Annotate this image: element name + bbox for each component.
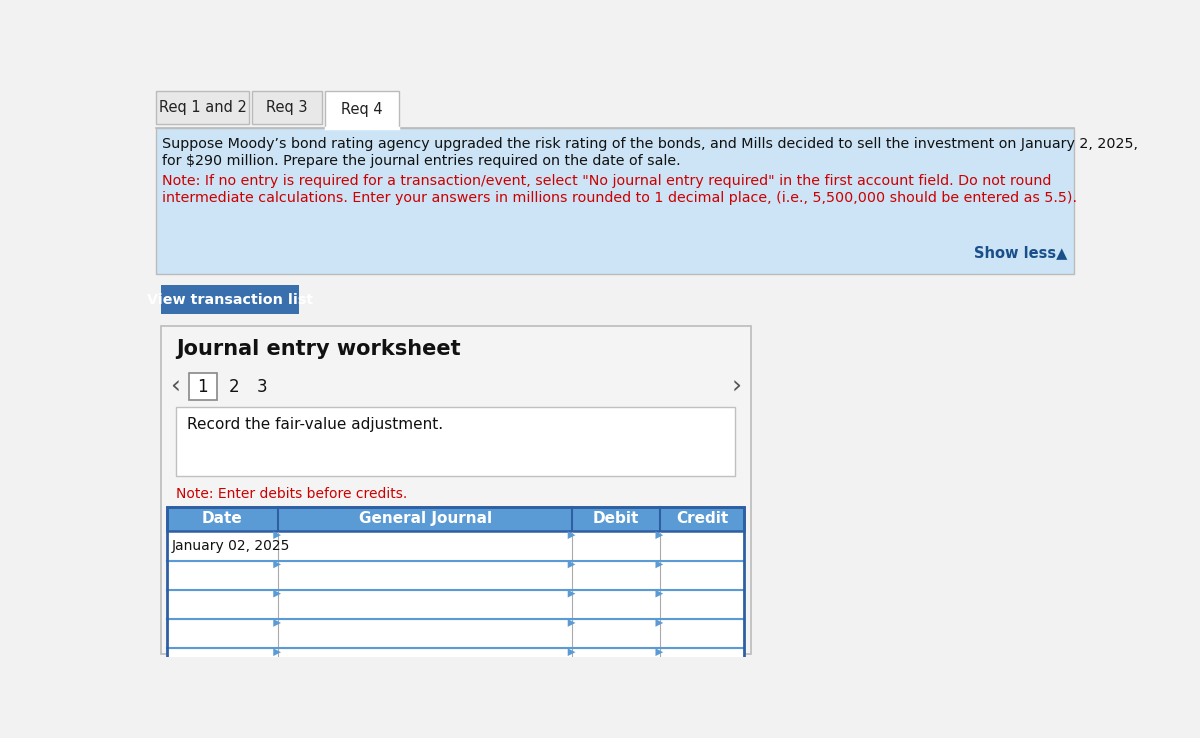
- Text: January 02, 2025: January 02, 2025: [172, 539, 290, 553]
- Bar: [161, 326, 751, 654]
- Text: Req 1 and 2: Req 1 and 2: [158, 100, 247, 115]
- Bar: [176, 407, 736, 476]
- Polygon shape: [655, 561, 664, 568]
- Bar: [325, 91, 398, 128]
- Polygon shape: [274, 590, 281, 598]
- Text: Journal entry worksheet: Journal entry worksheet: [176, 339, 461, 359]
- Polygon shape: [568, 561, 576, 568]
- Polygon shape: [568, 619, 576, 627]
- Text: ›: ›: [732, 375, 742, 399]
- Bar: [188, 373, 217, 401]
- Text: General Journal: General Journal: [359, 511, 492, 526]
- Text: Suppose Moody’s bond rating agency upgraded the risk rating of the bonds, and Mi: Suppose Moody’s bond rating agency upgra…: [162, 137, 1139, 151]
- Text: Debit: Debit: [593, 511, 640, 526]
- Polygon shape: [568, 590, 576, 598]
- Text: Req 4: Req 4: [341, 102, 383, 117]
- Polygon shape: [274, 619, 281, 627]
- Text: View transaction list: View transaction list: [146, 292, 313, 306]
- Text: Req 3: Req 3: [266, 100, 308, 115]
- Bar: [167, 649, 744, 677]
- Text: 2: 2: [228, 378, 239, 396]
- Polygon shape: [274, 531, 281, 539]
- Bar: [167, 590, 744, 619]
- Text: Note: If no entry is required for a transaction/event, select "No journal entry : Note: If no entry is required for a tran…: [162, 174, 1051, 188]
- Text: Credit: Credit: [676, 511, 728, 526]
- Text: for $290 million. Prepare the journal entries required on the date of sale.: for $290 million. Prepare the journal en…: [162, 154, 682, 168]
- Bar: [167, 619, 744, 649]
- Bar: [161, 285, 299, 314]
- Text: ‹: ‹: [170, 375, 180, 399]
- Bar: [167, 507, 744, 677]
- Polygon shape: [655, 649, 664, 656]
- Polygon shape: [568, 531, 576, 539]
- Text: Note: Enter debits before credits.: Note: Enter debits before credits.: [176, 486, 408, 500]
- Bar: [167, 507, 744, 531]
- Polygon shape: [655, 619, 664, 627]
- Polygon shape: [274, 561, 281, 568]
- Text: Show less▲: Show less▲: [974, 245, 1068, 261]
- Text: Record the fair-value adjustment.: Record the fair-value adjustment.: [187, 418, 443, 432]
- Bar: [167, 561, 744, 590]
- Text: 3: 3: [257, 378, 266, 396]
- Text: 1: 1: [197, 378, 208, 396]
- Polygon shape: [568, 649, 576, 656]
- Bar: [156, 91, 250, 124]
- Polygon shape: [655, 590, 664, 598]
- Text: Date: Date: [202, 511, 242, 526]
- Polygon shape: [274, 649, 281, 656]
- Polygon shape: [655, 531, 664, 539]
- Bar: [252, 91, 322, 124]
- Text: intermediate calculations. Enter your answers in millions rounded to 1 decimal p: intermediate calculations. Enter your an…: [162, 191, 1078, 205]
- Bar: [156, 128, 1074, 274]
- Bar: [167, 531, 744, 561]
